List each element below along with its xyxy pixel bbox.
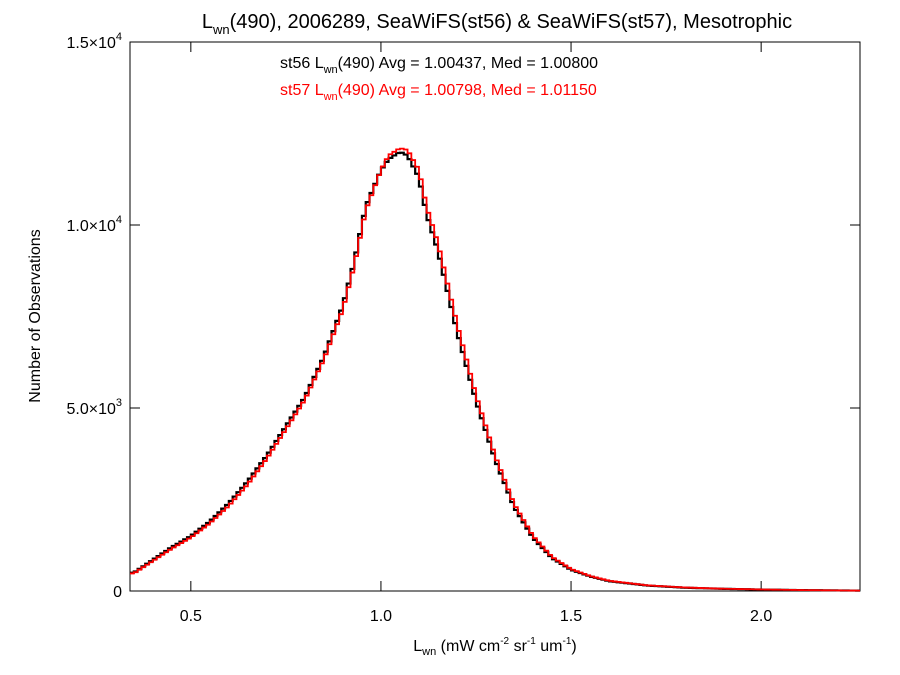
series-st57-histogram	[130, 147, 860, 592]
x-tick-label: 0.5	[180, 608, 202, 625]
series-st56-histogram	[130, 151, 860, 592]
plot-area-frame	[129, 41, 861, 592]
x-tick-label: 2.0	[750, 608, 772, 625]
y-axis-ticks: 0 5.0×103 1.0×104 1.5×104	[66, 31, 860, 601]
y-tick-label: 0	[113, 584, 122, 601]
y-axis-label: Number of Observations	[27, 229, 44, 402]
annotation-st56: st56 Lwn(490) Avg = 1.00437, Med = 1.008…	[280, 55, 598, 76]
annotation-st57: st57 Lwn(490) Avg = 1.00798, Med = 1.011…	[280, 82, 597, 103]
y-tick-label: 5.0×103	[66, 397, 122, 418]
x-axis-label: Lwn (mW cm-2 sr-1 um-1)	[413, 636, 576, 658]
chart-title: Lwn(490), 2006289, SeaWiFS(st56) & SeaWi…	[202, 11, 792, 37]
series-layer	[130, 147, 860, 592]
x-tick-label: 1.5	[560, 608, 582, 625]
y-tick-label: 1.5×104	[66, 31, 122, 52]
x-axis-ticks: 0.5 1.0 1.5 2.0	[180, 42, 772, 625]
y-tick-label: 1.0×104	[66, 214, 122, 235]
x-tick-label: 1.0	[370, 608, 392, 625]
